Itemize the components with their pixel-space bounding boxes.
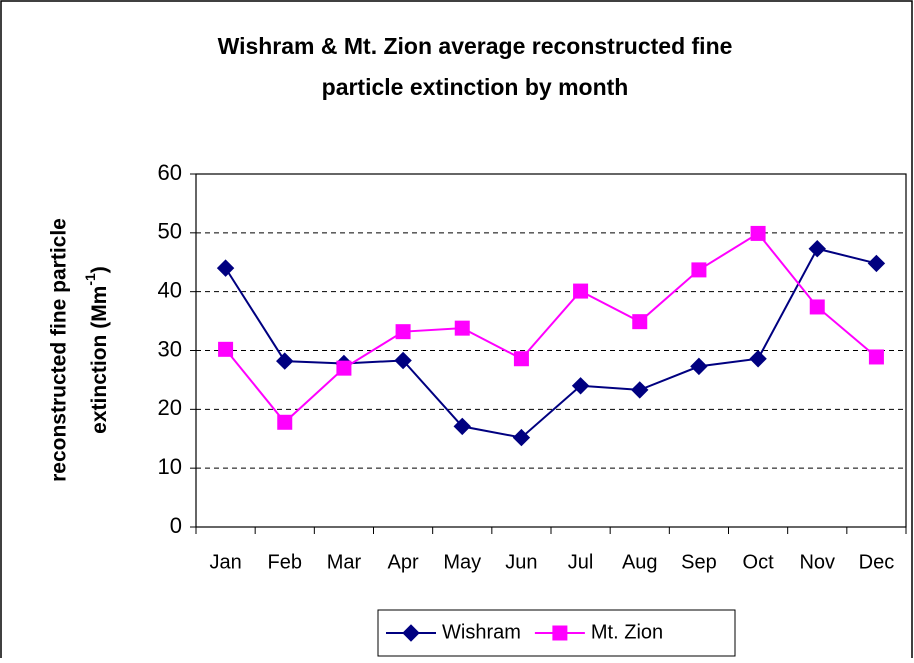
data-point [749,350,767,368]
data-point [218,341,234,357]
data-point [395,324,411,340]
x-tick-label: Feb [268,551,302,573]
y-axis-label-line: extinction (Mm-1) [82,266,111,434]
data-point [632,314,648,330]
data-point [512,428,531,447]
legend-label: Wishram [442,621,521,643]
chart-title: particle extinction by month [322,74,629,100]
y-tick-label: 40 [158,277,182,302]
legend: Wishram Mt. Zion [377,609,736,657]
x-tick-label: Jun [505,551,537,573]
x-tick-label: Oct [743,551,775,573]
data-point [573,283,589,299]
y-tick-label: 50 [158,219,182,244]
y-tick-label: 30 [158,336,182,361]
y-tick-label: 60 [158,160,182,185]
x-tick-label: Nov [799,551,835,573]
legend-marker [402,624,420,642]
y-axis-label-superscript: -1 [82,273,98,286]
series-line [224,232,878,424]
x-tick-label: Aug [622,551,658,573]
x-tick-label: May [443,551,481,573]
data-point [336,360,352,376]
data-point [454,320,470,336]
y-axis-label-line: reconstructed fine particle [48,218,71,482]
data-point [750,225,766,241]
data-point [691,262,707,278]
data-point [868,349,884,365]
y-axis-label-text: extinction (Mm [88,286,111,434]
data-point [277,414,293,430]
data-point [216,259,235,277]
x-tick-label: Mar [327,551,362,573]
data-point [513,351,529,367]
x-tick-label: Sep [681,551,717,573]
y-tick-label: 10 [158,454,182,479]
data-point [631,381,649,399]
y-tick-label: 20 [158,395,182,420]
x-tick-label: Dec [859,551,895,573]
data-point [867,254,886,273]
data-point [276,352,294,370]
data-point [571,377,590,395]
data-point [808,240,826,258]
legend-marker [552,625,568,641]
data-point [690,357,708,376]
data-point [453,417,471,436]
y-axis-label: reconstructed fine particle extinction (… [48,218,111,482]
data-point [809,299,825,315]
y-axis-label-suffix: ) [88,266,111,273]
x-tick-label: Apr [388,551,419,573]
data-point [394,351,412,370]
x-tick-label: Jul [568,551,594,573]
y-tick-label: 0 [170,513,182,538]
legend-label: Mt. Zion [591,621,663,643]
x-tick-label: Jan [209,551,241,573]
chart-title: Wishram & Mt. Zion average reconstructed… [218,33,733,59]
series-line [224,247,877,439]
